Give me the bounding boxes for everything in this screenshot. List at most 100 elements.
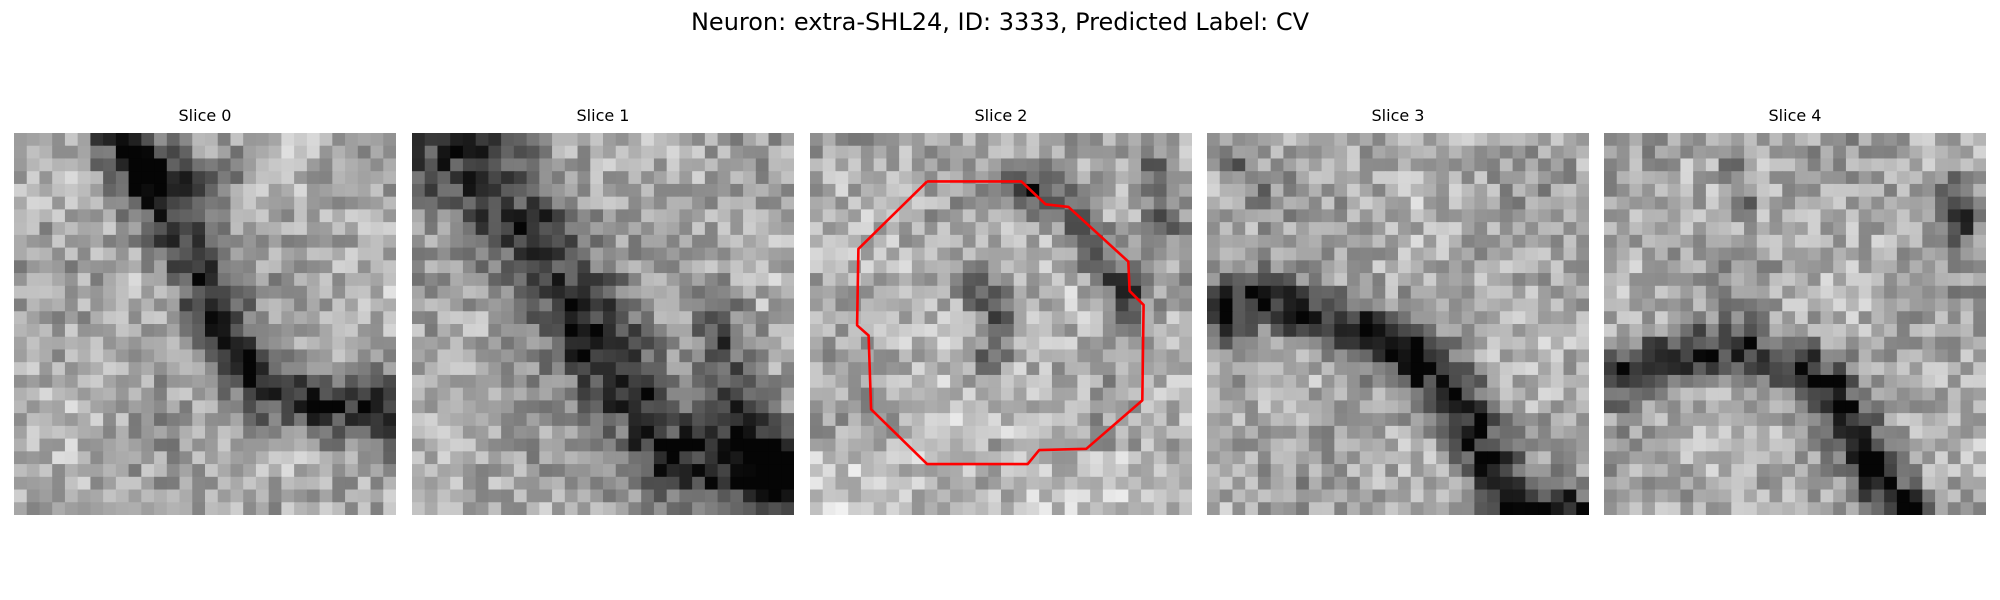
pixel-cell — [179, 413, 193, 427]
pixel-cell — [950, 222, 964, 236]
pixel-cell — [1833, 438, 1847, 452]
pixel-cell — [230, 171, 244, 185]
pixel-cell — [603, 349, 617, 363]
pixel-cell — [90, 451, 104, 465]
pixel-cell — [1604, 285, 1618, 300]
pixel-cell — [1499, 438, 1514, 452]
pixel-cell — [1769, 387, 1783, 401]
pixel-cell — [1833, 158, 1847, 172]
pixel-cell — [950, 374, 964, 389]
pixel-cell — [1051, 273, 1066, 287]
pixel-cell — [1436, 476, 1450, 491]
pixel-cell — [628, 222, 642, 236]
pixel-cell — [552, 374, 566, 389]
pixel-cell — [962, 285, 977, 300]
pixel-cell — [1935, 247, 1949, 261]
pixel-cell — [370, 133, 384, 147]
pixel-cell — [230, 145, 244, 160]
pixel-cell — [1448, 133, 1463, 147]
pixel-cell — [1871, 196, 1885, 210]
pixel-cell — [1654, 234, 1669, 249]
pixel-cell — [692, 400, 706, 414]
pixel-cell — [679, 133, 693, 147]
pixel-cell — [1884, 145, 1898, 160]
pixel-cell — [14, 209, 28, 223]
pixel-cell — [937, 387, 951, 401]
pixel-cell — [873, 451, 887, 465]
pixel-cell — [730, 451, 744, 465]
pixel-cell — [294, 413, 308, 427]
pixel-cell — [988, 362, 1002, 376]
pixel-cell — [128, 298, 142, 312]
pixel-cell — [205, 349, 219, 363]
pixel-cell — [704, 133, 719, 147]
pixel-cell — [345, 464, 359, 478]
em-image-slice-1 — [412, 133, 794, 515]
pixel-cell — [1680, 451, 1694, 465]
pixel-cell — [1629, 209, 1643, 223]
pixel-cell — [1207, 298, 1221, 312]
pixel-cell — [1909, 374, 1923, 389]
pixel-cell — [911, 464, 926, 478]
pixel-cell — [128, 145, 142, 160]
pixel-cell — [768, 374, 782, 389]
pixel-cell — [962, 298, 977, 312]
pixel-cell — [1756, 451, 1771, 465]
pixel-cell — [1308, 133, 1323, 147]
pixel-cell — [501, 183, 515, 198]
pixel-cell — [1296, 413, 1310, 427]
pixel-cell — [911, 387, 926, 401]
pixel-cell — [1115, 489, 1129, 503]
pixel-cell — [1731, 476, 1745, 491]
pixel-cell — [141, 336, 155, 351]
pixel-cell — [154, 502, 168, 515]
pixel-cell — [590, 489, 604, 503]
pixel-cell — [1731, 196, 1745, 210]
pixel-cell — [1296, 158, 1310, 172]
pixel-cell — [692, 133, 706, 147]
pixel-cell — [975, 273, 989, 287]
pixel-cell — [383, 183, 396, 198]
pixel-cell — [281, 183, 295, 198]
pixel-cell — [1744, 285, 1758, 300]
pixel-cell — [230, 273, 244, 287]
pixel-cell — [1102, 451, 1117, 465]
pixel-cell — [1960, 273, 1974, 287]
pixel-cell — [526, 502, 540, 515]
pixel-cell — [217, 273, 232, 287]
pixel-cell — [1525, 273, 1539, 287]
pixel-cell — [462, 438, 477, 452]
pixel-cell — [1693, 413, 1707, 427]
pixel-cell — [1731, 222, 1745, 236]
pixel-cell — [577, 196, 591, 210]
pixel-cell — [192, 425, 206, 440]
pixel-cell — [1115, 171, 1129, 185]
pixel-cell — [1731, 324, 1745, 338]
pixel-cell — [1141, 502, 1155, 515]
pixel-cell — [450, 324, 464, 338]
pixel-cell — [462, 311, 477, 325]
pixel-cell — [90, 196, 104, 210]
pixel-cell — [899, 285, 913, 300]
pixel-cell — [1207, 183, 1221, 198]
pixel-cell — [1321, 311, 1335, 325]
pixel-cell — [615, 298, 630, 312]
pixel-cell — [1680, 464, 1694, 478]
pixel-cell — [1756, 362, 1771, 376]
pixel-cell — [450, 311, 464, 325]
pixel-cell — [1219, 158, 1234, 172]
pixel-cell — [1207, 196, 1221, 210]
pixel-cell — [255, 502, 270, 515]
pixel-cell — [437, 324, 451, 338]
pixel-cell — [1296, 476, 1310, 491]
pixel-cell — [230, 451, 244, 465]
pixel-cell — [1807, 247, 1822, 261]
pixel-cell — [679, 438, 693, 452]
pixel-cell — [1461, 387, 1475, 401]
pixel-cell — [1398, 234, 1412, 249]
pixel-cell — [1499, 464, 1514, 478]
pixel-cell — [243, 387, 257, 401]
pixel-cell — [911, 298, 926, 312]
pixel-cell — [141, 425, 155, 440]
pixel-cell — [1782, 298, 1796, 312]
